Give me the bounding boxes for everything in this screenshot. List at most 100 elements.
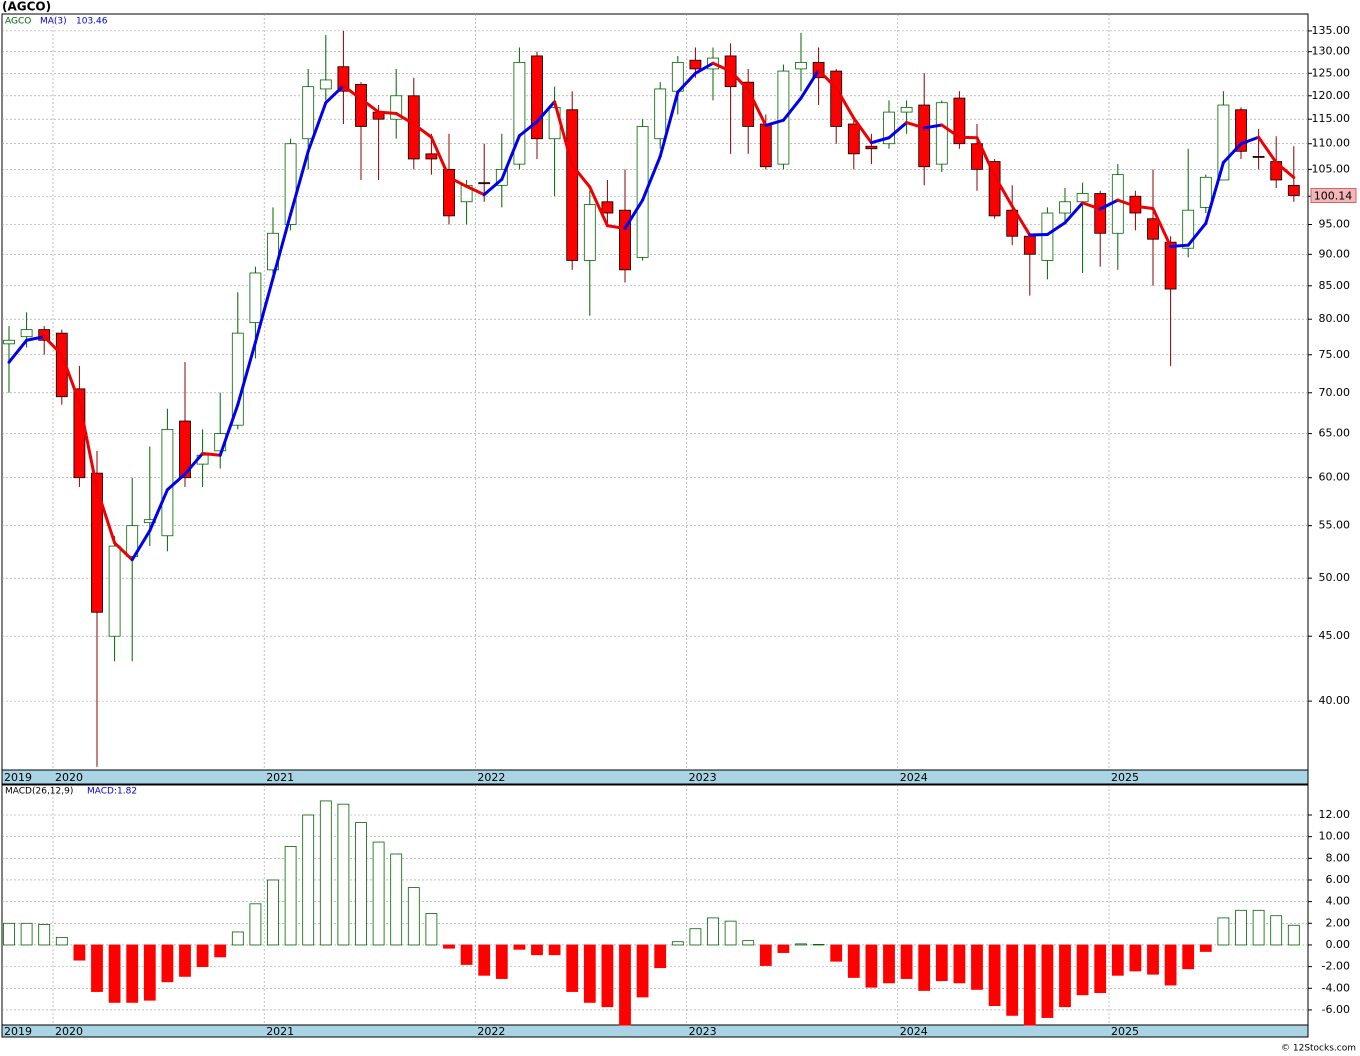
y-tick-label: 75.00 — [1319, 348, 1351, 361]
macd-bar — [548, 944, 561, 956]
candle-body — [126, 525, 139, 557]
x-axis-band — [1, 1024, 1309, 1038]
ma-segment — [905, 121, 926, 130]
candle-body — [971, 143, 983, 170]
macd-bar — [671, 941, 684, 946]
macd-bar — [1006, 944, 1019, 1016]
x-tick-label: 2023 — [689, 1025, 717, 1038]
macd-bar — [689, 928, 702, 946]
y-tick-label: 55.00 — [1319, 519, 1351, 532]
candle-body — [759, 123, 772, 168]
candle-body — [443, 168, 455, 217]
ma-segment — [447, 175, 469, 188]
y-tick-label: 12.00 — [1319, 808, 1351, 821]
ma-segment — [570, 163, 592, 189]
ma-segment — [1098, 198, 1120, 211]
ma-segment — [77, 400, 99, 491]
macd-bar — [372, 841, 385, 946]
legend-macd: MACD(26,12,9) — [5, 787, 73, 797]
macd-bar — [284, 846, 297, 946]
macd-bar — [214, 944, 227, 958]
ma-segment — [130, 529, 152, 562]
macd-bar — [1023, 944, 1036, 1026]
ma-segment — [60, 353, 81, 404]
candle-body — [1199, 176, 1212, 208]
candle-body — [883, 111, 895, 145]
ma-segment — [1010, 204, 1032, 237]
macd-bar — [513, 944, 526, 950]
ma-segment — [517, 120, 539, 138]
candle-body — [1252, 155, 1265, 158]
macd-bar — [355, 822, 367, 946]
macd-bar — [1041, 944, 1054, 1018]
candle-body — [531, 55, 543, 140]
macd-bar — [971, 944, 983, 990]
ma-segment — [482, 177, 504, 197]
macd-bar — [865, 944, 878, 988]
ma-segment — [781, 96, 803, 122]
ma-segment — [25, 335, 46, 342]
macd-bar — [724, 920, 737, 946]
ma-segment — [1116, 198, 1137, 208]
macd-bar — [91, 944, 103, 992]
x-tick-label: 2025 — [1111, 1025, 1139, 1038]
candle-body — [108, 545, 121, 637]
macd-bar — [918, 944, 931, 991]
candle-body — [935, 102, 948, 165]
macd-bar — [1182, 944, 1195, 970]
ma-segment — [1028, 232, 1049, 237]
macd-bar — [1252, 909, 1265, 946]
ma-segment — [834, 86, 856, 120]
macd-bar — [73, 944, 86, 961]
ma-segment — [1081, 201, 1102, 211]
macd-bar — [812, 944, 825, 946]
macd-bar — [1059, 944, 1071, 1008]
y-tick-label: 125.00 — [1312, 66, 1351, 79]
ma-segment — [165, 472, 187, 492]
candle-body — [179, 420, 191, 479]
macd-bar — [1199, 944, 1212, 952]
macd-bar — [302, 814, 315, 946]
ma-segment — [341, 84, 363, 101]
candle-body — [1059, 201, 1071, 214]
candle-body — [1076, 193, 1089, 203]
ma-segment — [729, 69, 750, 92]
ma-segment — [993, 174, 1014, 208]
candle-body — [689, 59, 702, 70]
macd-bar — [1235, 909, 1247, 946]
macd-bar — [460, 944, 473, 965]
candle-body — [267, 232, 279, 271]
candle-body — [1235, 109, 1247, 152]
ma-segment — [588, 185, 609, 228]
candle-body — [20, 329, 33, 338]
candle-body — [513, 61, 526, 165]
macd-bar — [249, 903, 262, 946]
candle-body — [1041, 212, 1054, 261]
macd-bar — [636, 944, 649, 998]
y-tick-label: 8.00 — [1326, 851, 1351, 864]
ma-segment — [236, 340, 257, 407]
candle-body — [425, 153, 438, 160]
candle-body — [988, 161, 1001, 217]
ma-segment — [359, 97, 381, 114]
ma-segment — [324, 84, 345, 105]
x-tick-label: 2020 — [55, 1025, 83, 1038]
y-tick-label: 105.00 — [1312, 162, 1351, 175]
candle-body — [918, 104, 931, 168]
macd-bar — [1147, 944, 1159, 975]
ma-segment — [869, 136, 891, 145]
macd-bar — [3, 922, 15, 946]
ma-segment — [95, 487, 117, 545]
y-tick-label: 110.00 — [1312, 137, 1351, 150]
ma-segment — [1151, 206, 1173, 248]
ma-segment — [113, 541, 134, 562]
y-tick-label: 115.00 — [1312, 112, 1351, 125]
macd-bar — [390, 853, 403, 946]
macd-bar — [883, 944, 895, 984]
ma-segment — [465, 184, 486, 197]
macd-bar — [126, 944, 139, 1003]
y-tick-label: 10.00 — [1319, 830, 1351, 843]
candle-body — [865, 145, 878, 150]
ma-segment — [693, 61, 715, 75]
